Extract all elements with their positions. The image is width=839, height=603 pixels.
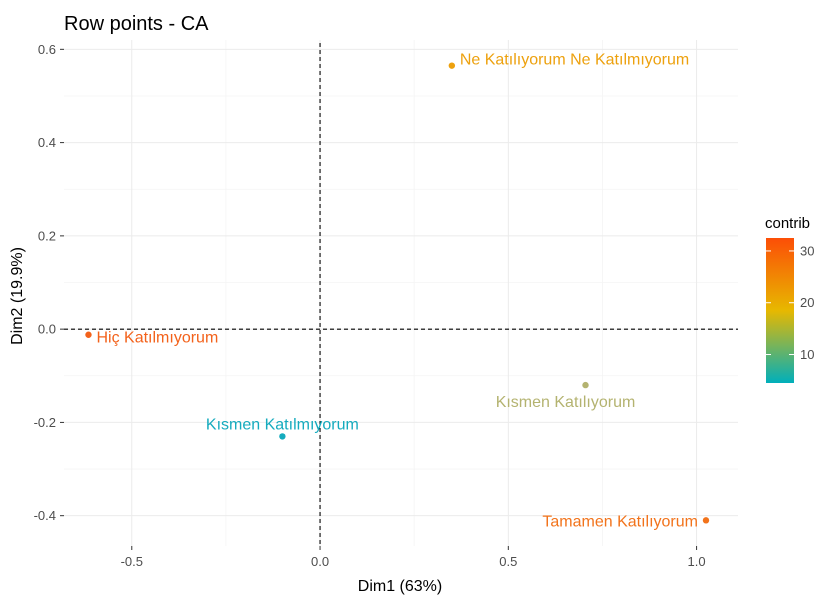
grid [64,40,738,546]
data-point [279,433,286,440]
data-points: Ne Katılıyorum Ne Katılmıyorum Hiç Katılm… [85,52,710,530]
data-point [582,381,589,389]
y-tick-label: 0.2 [38,228,56,243]
x-tick-label: 0.5 [499,554,517,569]
point-label: Ne Katılıyorum Ne Katılmıyorum [460,52,689,69]
legend-tick-label: 30 [800,243,814,258]
legend: contrib 10 20 30 [765,215,814,383]
x-axis-title: Dim1 (63%) [358,578,442,595]
data-point [702,517,710,524]
data-point [85,331,92,338]
point-label: Hiç Katılmıyorum [96,330,218,347]
legend-ticks: 10 20 30 [766,243,814,362]
y-tick-label: 0.4 [38,135,56,150]
x-tick-label: 1.0 [688,554,706,569]
y-tick-label: 0.0 [38,322,56,337]
axis-ticks: -0.5 0.0 0.5 1.0 -0.4 -0.2 0.0 0.2 0.4 0.6 [34,42,706,569]
point-label: Kısmen Katılmıyorum [206,416,359,433]
x-tick-label: -0.5 [121,554,143,569]
legend-colorbar [766,238,794,383]
legend-title: contrib [765,215,810,232]
point-label: Kısmen Katılıyorum [496,394,636,411]
data-point [448,62,456,69]
y-tick-label: -0.4 [34,508,56,523]
reference-lines [64,43,738,546]
y-tick-label: 0.6 [38,42,56,57]
legend-tick-label: 10 [800,347,814,362]
point-label: Tamamen Katılıyorum [542,513,698,530]
x-tick-label: 0.0 [311,554,329,569]
chart-title: Row points - CA [64,13,209,35]
legend-tick-label: 20 [800,295,814,310]
y-axis-title: Dim2 (19.9%) [9,247,26,345]
y-tick-label: -0.2 [34,415,56,430]
